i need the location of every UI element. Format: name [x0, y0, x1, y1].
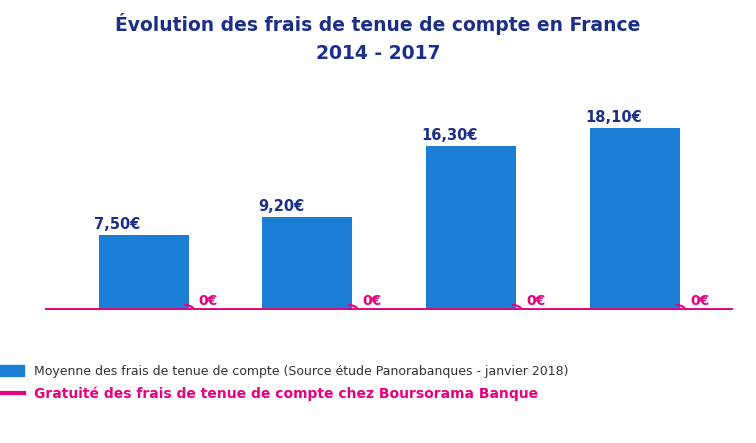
Bar: [590, 128, 680, 310]
Text: 0€: 0€: [362, 294, 382, 307]
Legend: Moyenne des frais de tenue de compte (Source étude Panorabanques - janvier 2018): Moyenne des frais de tenue de compte (So…: [0, 365, 569, 401]
Text: 16,30€: 16,30€: [422, 128, 479, 143]
Text: 0€: 0€: [199, 294, 218, 307]
Text: 9,20€: 9,20€: [258, 199, 304, 214]
Text: 0€: 0€: [690, 294, 709, 307]
Bar: [98, 235, 189, 310]
Text: 2014 - 2017: 2014 - 2017: [316, 44, 440, 63]
Text: 7,50€: 7,50€: [94, 217, 141, 232]
Bar: [426, 146, 516, 310]
Bar: [262, 218, 352, 310]
Text: 18,10€: 18,10€: [585, 110, 643, 125]
Text: 0€: 0€: [526, 294, 545, 307]
Text: Évolution des frais de tenue de compte en France: Évolution des frais de tenue de compte e…: [116, 13, 640, 35]
